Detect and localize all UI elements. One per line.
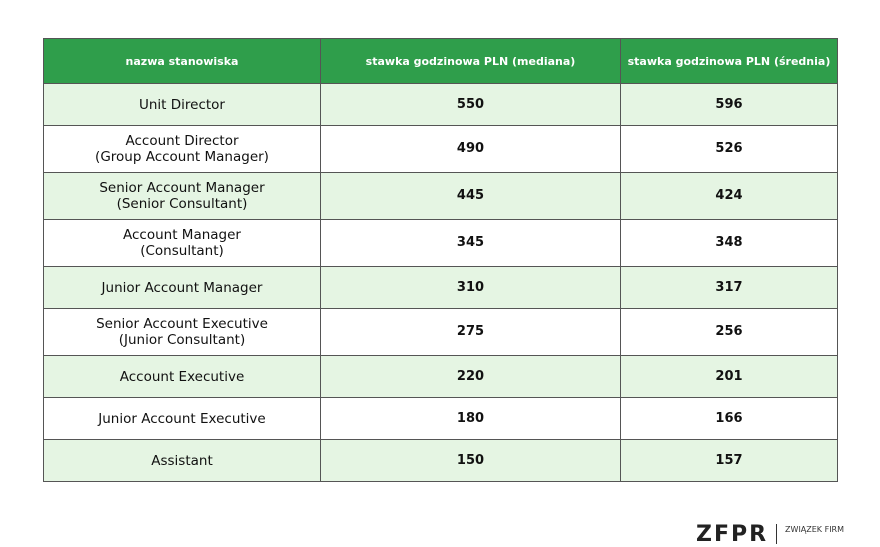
- position-cell: Assistant: [43, 439, 321, 482]
- rate-cell: 550: [320, 83, 621, 126]
- rate-cell: 256: [620, 308, 838, 356]
- rate-cell: 150: [320, 439, 621, 482]
- logo: ZFPR ZWIĄZEK FIRM: [696, 522, 844, 547]
- header-cell: nazwa stanowiska: [43, 38, 321, 84]
- header-cell: stawka godzinowa PLN (mediana): [320, 38, 621, 84]
- table-row: Account Executive 220 201: [43, 355, 838, 398]
- position-cell: Senior Account Executive (Junior Consult…: [43, 308, 321, 356]
- logo-text: ZWIĄZEK FIRM: [785, 525, 845, 534]
- position-cell: Junior Account Manager: [43, 266, 321, 309]
- rate-cell: 317: [620, 266, 838, 309]
- rate-cell: 596: [620, 83, 838, 126]
- table-row: Account Manager (Consultant) 345 348: [43, 219, 838, 267]
- rate-cell: 220: [320, 355, 621, 398]
- rate-cell: 348: [620, 219, 838, 267]
- logo-separator: [776, 524, 778, 544]
- rate-cell: 345: [320, 219, 621, 267]
- rate-cell: 157: [620, 439, 838, 482]
- rate-cell: 490: [320, 125, 621, 173]
- rate-cell: 180: [320, 397, 621, 440]
- position-cell: Account Executive: [43, 355, 321, 398]
- position-cell: Unit Director: [43, 83, 321, 126]
- position-cell: Junior Account Executive: [43, 397, 321, 440]
- table-row: Junior Account Manager 310 317: [43, 266, 838, 309]
- table-body: Unit Director 550 596 Account Director (Gro…: [43, 83, 838, 482]
- rate-cell: 201: [620, 355, 838, 398]
- header-row: nazwa stanowiska stawka godzinowa PLN (m…: [43, 38, 838, 84]
- logo-mark: ZFPR: [696, 522, 769, 547]
- table-row: Senior Account Executive (Junior Consult…: [43, 308, 838, 356]
- rate-cell: 424: [620, 172, 838, 220]
- table-row: Account Director (Group Account Manager)…: [43, 125, 838, 173]
- rates-table: nazwa stanowiska stawka godzinowa PLN (m…: [43, 38, 838, 482]
- header-cell: stawka godzinowa PLN (średnia): [620, 38, 838, 84]
- position-cell: Account Director (Group Account Manager): [43, 125, 321, 173]
- rate-cell: 526: [620, 125, 838, 173]
- rate-cell: 445: [320, 172, 621, 220]
- table-row: Unit Director 550 596: [43, 83, 838, 126]
- table-row: Assistant 150 157: [43, 439, 838, 482]
- position-cell: Account Manager (Consultant): [43, 219, 321, 267]
- table-row: Junior Account Executive 180 166: [43, 397, 838, 440]
- rate-cell: 275: [320, 308, 621, 356]
- table-row: Senior Account Manager (Senior Consultan…: [43, 172, 838, 220]
- position-cell: Senior Account Manager (Senior Consultan…: [43, 172, 321, 220]
- rate-cell: 166: [620, 397, 838, 440]
- rate-cell: 310: [320, 266, 621, 309]
